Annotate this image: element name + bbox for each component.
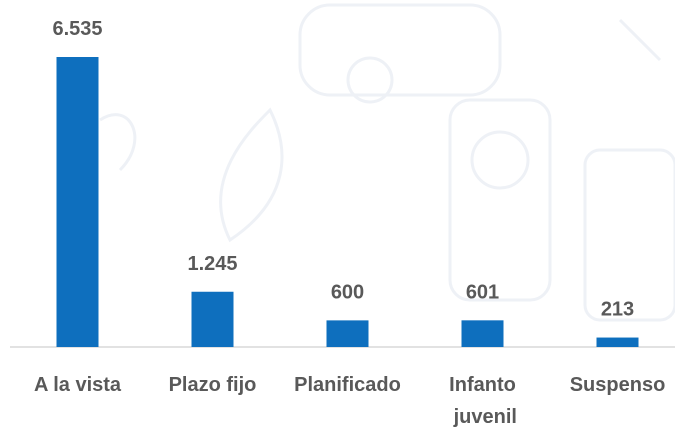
bar	[327, 320, 369, 347]
x-tick-label: Infanto juvenil	[448, 374, 517, 428]
bar	[192, 292, 234, 347]
data-label: 601	[466, 281, 499, 303]
x-tick-label: Suspenso	[570, 374, 666, 396]
data-label: 213	[601, 299, 634, 321]
chart: 6.535 A la vista 1.245 Plazo fijo 600 Planifi…	[0, 0, 675, 433]
page: {"chart_data": {"type": "bar", "categori…	[0, 0, 675, 433]
background-decoration	[100, 5, 675, 320]
x-tick-label: Plazo fijo	[169, 374, 257, 396]
data-label: 1.245	[187, 253, 237, 275]
x-tick-label: A la vista	[34, 374, 122, 396]
bar	[597, 338, 639, 347]
bar	[57, 57, 99, 347]
data-label: 6.535	[52, 18, 102, 40]
bar	[462, 320, 504, 347]
x-tick-label: Planificado	[294, 374, 401, 396]
data-label: 600	[331, 281, 364, 303]
